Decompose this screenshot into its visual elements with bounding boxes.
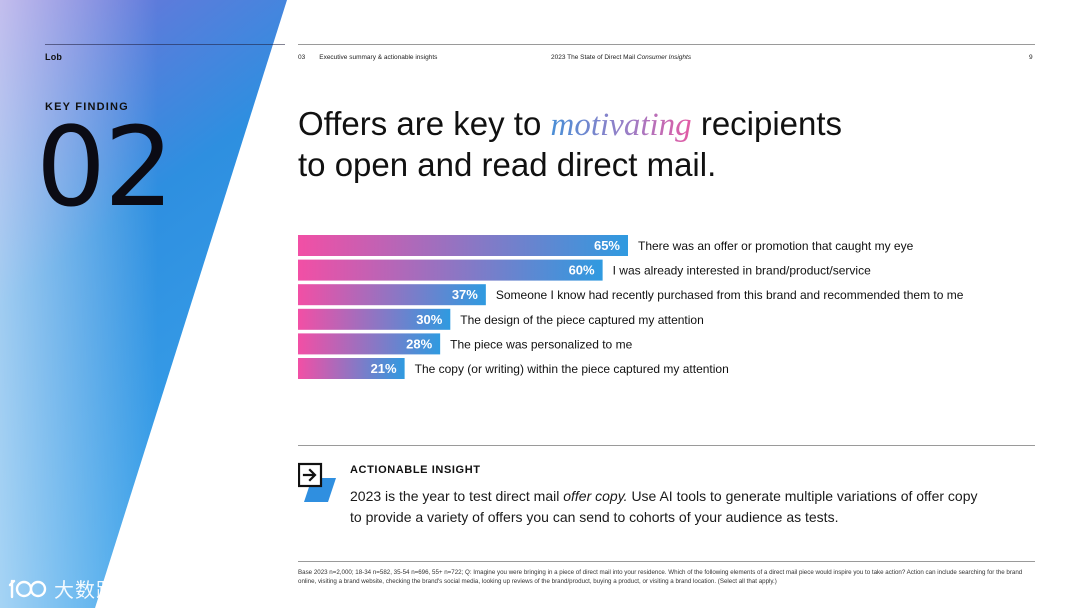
bar-chart: 65% There was an offer or promotion that …: [298, 235, 964, 379]
insight-body: 2023 is the year to test direct mail off…: [350, 486, 990, 528]
bar-category-label: There was an offer or promotion that cau…: [638, 239, 914, 253]
bar-category-label: The design of the piece captured my atte…: [460, 313, 704, 327]
bar: [298, 259, 603, 281]
header-divider-left: [45, 44, 285, 45]
section-divider: [298, 445, 1035, 446]
insight-body-after: Use AI tools to generate multiple variat…: [350, 488, 978, 525]
headline: Offers are key to motivating recipients …: [298, 104, 998, 185]
section-title: Executive summary & actionable insights: [319, 54, 438, 61]
section-number: 03: [298, 54, 306, 61]
insight-title: ACTIONABLE INSIGHT: [350, 464, 481, 476]
watermark: 大数跨境: [8, 574, 138, 603]
watermark-logo-icon: [8, 579, 47, 598]
bar: [298, 308, 451, 330]
report-title-italic: Consumer Insights: [636, 54, 692, 61]
arrow-box-icon: [298, 462, 336, 502]
bar: [298, 358, 405, 379]
bar-value-label: 21%: [371, 361, 397, 376]
bar-value-label: 30%: [416, 312, 442, 327]
headline-accent: motivating: [550, 107, 692, 143]
footnote: Base 2023 n=2,000; 18-34 n=582, 35-54 n=…: [298, 569, 1023, 585]
bar-category-label: The copy (or writing) within the piece c…: [415, 362, 729, 376]
report-title-main: 2023 The State of Direct Mail: [551, 54, 636, 61]
page-number: 9: [1029, 54, 1033, 61]
bar-category-label: I was already interested in brand/produc…: [613, 264, 871, 278]
bar-value-label: 37%: [452, 287, 478, 302]
watermark-text: 大数跨境: [54, 578, 138, 602]
bar: [298, 333, 441, 355]
bar: [298, 235, 628, 256]
insight-body-before: 2023 is the year to test direct mail: [350, 488, 560, 504]
bar-value-label: 65%: [594, 238, 620, 253]
key-finding-number: 02: [36, 103, 174, 231]
report-title: 2023 The State of Direct Mail Consumer I…: [551, 54, 691, 61]
gradient-wedge: [0, 0, 287, 608]
footer-divider: [298, 561, 1035, 562]
bar-value-label: 28%: [406, 336, 432, 351]
bar: [298, 284, 486, 306]
key-finding-label: KEY FINDING: [45, 101, 129, 113]
bar-category-label: The piece was personalized to me: [450, 337, 632, 351]
header-divider: [298, 44, 1035, 45]
headline-before: Offers are key to: [298, 105, 542, 142]
brand-logo: Lob: [45, 52, 63, 62]
insight-body-italic: offer copy.: [563, 488, 628, 504]
headline-after: recipients: [700, 105, 843, 142]
headline-line2: to open and read direct mail.: [298, 146, 717, 183]
bar-value-label: 60%: [569, 263, 595, 278]
section-label: 03 Executive summary & actionable insight…: [298, 54, 437, 61]
bar-category-label: Someone I know had recently purchased fr…: [496, 288, 964, 302]
